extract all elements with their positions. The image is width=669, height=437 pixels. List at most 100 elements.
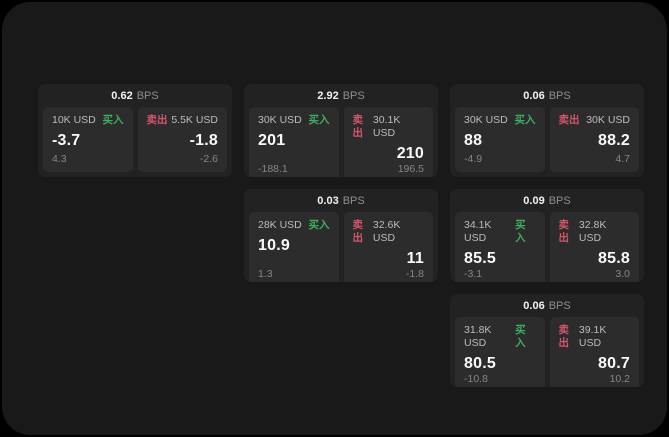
quote-panels: 30K USD 买入 201 -188.1 卖出 30.1K USD 210 1…	[244, 107, 438, 177]
quote-panels: 34.1K USD 买入 85.5 -3.1 卖出 32.8K USD 85.8…	[450, 212, 644, 282]
sell-price: 210	[396, 145, 424, 162]
buy-price: -3.7	[52, 132, 81, 149]
sell-tag: 卖出	[146, 114, 168, 126]
buy-panel-top: 30K USD 买入	[258, 114, 330, 127]
sell-price: 88.2	[598, 132, 630, 149]
buy-panel-top: 34.1K USD 买入	[464, 219, 536, 245]
bps-value: 0.09	[523, 194, 545, 207]
sell-amount: 39.1K USD	[578, 324, 607, 349]
sell-amount: 32.8K USD	[578, 219, 607, 244]
sell-panel-top: 卖出 30K USD	[559, 114, 631, 127]
buy-panel-top: 10K USD 买入	[52, 114, 124, 127]
sell-tag: 卖出	[558, 114, 580, 126]
buy-sub-value: -188.1	[258, 163, 288, 175]
quote-card: 2.92 BPS 30K USD 买入 201 -188.1 卖出 30.1K …	[244, 84, 438, 177]
card-header: 0.03 BPS	[244, 189, 438, 212]
buy-panel[interactable]: 10K USD 买入 -3.7 4.3	[43, 107, 133, 172]
buy-tag: 买入	[514, 114, 536, 126]
buy-tag: 买入	[308, 114, 330, 126]
sell-price: -1.8	[189, 132, 218, 149]
sell-panel-top: 卖出 30.1K USD	[353, 114, 425, 140]
buy-sub-value: -4.9	[464, 153, 483, 165]
sell-panel[interactable]: 卖出 39.1K USD 80.7 10.2	[549, 317, 639, 387]
quote-panels: 28K USD 买入 10.9 1.3 卖出 32.6K USD 11 -1.8	[244, 212, 438, 282]
sell-sub-value: -1.8	[405, 268, 424, 280]
sell-panel[interactable]: 卖出 30.1K USD 210 196.5	[343, 107, 433, 177]
buy-panel-top: 28K USD 买入	[258, 219, 330, 232]
buy-tag: 买入	[515, 219, 526, 244]
buy-tag: 买入	[308, 219, 330, 231]
quote-panels: 30K USD 买入 88 -4.9 卖出 30K USD 88.2 4.7	[450, 107, 644, 177]
buy-amount: 10K USD	[52, 114, 96, 126]
card-header: 0.09 BPS	[450, 189, 644, 212]
sell-amount: 30.1K USD	[372, 114, 401, 139]
sell-amount: 5.5K USD	[171, 114, 218, 126]
buy-panel[interactable]: 28K USD 买入 10.9 1.3	[249, 212, 339, 282]
buy-panel[interactable]: 30K USD 买入 201 -188.1	[249, 107, 339, 177]
quote-card: 0.62 BPS 10K USD 买入 -3.7 4.3 卖出 5.5K USD	[38, 84, 232, 177]
bps-unit-label: BPS	[548, 299, 571, 312]
sell-tag: 卖出	[558, 324, 570, 349]
buy-panel[interactable]: 31.8K USD 买入 80.5 -10.8	[455, 317, 545, 387]
quote-card: 0.06 BPS 31.8K USD 买入 80.5 -10.8 卖出 39.1…	[450, 294, 644, 387]
quote-panels: 31.8K USD 买入 80.5 -10.8 卖出 39.1K USD 80.…	[450, 317, 644, 387]
buy-sub-value: -10.8	[464, 373, 488, 385]
bps-unit-label: BPS	[342, 89, 365, 102]
sell-price: 11	[406, 250, 424, 267]
sell-panel[interactable]: 卖出 32.6K USD 11 -1.8	[343, 212, 433, 282]
sell-panel-top: 卖出 32.6K USD	[353, 219, 425, 245]
sell-price: 80.7	[598, 355, 630, 372]
sell-panel[interactable]: 卖出 5.5K USD -1.8 -2.6	[137, 107, 227, 172]
sell-sub-value: 196.5	[397, 163, 424, 175]
buy-amount: 30K USD	[464, 114, 508, 126]
bps-value: 0.06	[523, 299, 545, 312]
card-header: 0.62 BPS	[38, 84, 232, 107]
quote-card: 0.09 BPS 34.1K USD 买入 85.5 -3.1 卖出 32.8K…	[450, 189, 644, 282]
sell-sub-value: -2.6	[199, 153, 218, 165]
bps-value: 0.06	[523, 89, 545, 102]
buy-panel-top: 31.8K USD 买入	[464, 324, 536, 350]
buy-amount: 28K USD	[258, 219, 302, 231]
sell-panel-top: 卖出 39.1K USD	[559, 324, 631, 350]
buy-sub-value: 4.3	[52, 153, 67, 165]
bps-unit-label: BPS	[136, 89, 159, 102]
buy-panel[interactable]: 34.1K USD 买入 85.5 -3.1	[455, 212, 545, 282]
sell-amount: 32.6K USD	[372, 219, 401, 244]
sell-panel[interactable]: 卖出 30K USD 88.2 4.7	[549, 107, 639, 172]
buy-price: 80.5	[464, 355, 496, 372]
buy-sub-value: 1.3	[258, 268, 273, 280]
sell-amount: 30K USD	[586, 114, 630, 126]
sell-price: 85.8	[598, 250, 630, 267]
sell-panel-top: 卖出 5.5K USD	[147, 114, 219, 127]
sell-sub-value: 4.7	[615, 153, 630, 165]
buy-price: 10.9	[258, 237, 290, 254]
quote-panels: 10K USD 买入 -3.7 4.3 卖出 5.5K USD -1.8 -2.…	[38, 107, 232, 177]
sell-tag: 卖出	[352, 219, 364, 244]
bps-unit-label: BPS	[548, 194, 571, 207]
buy-panel-top: 30K USD 买入	[464, 114, 536, 127]
card-header: 0.06 BPS	[450, 294, 644, 317]
buy-amount: 30K USD	[258, 114, 302, 126]
quote-card: 0.06 BPS 30K USD 买入 88 -4.9 卖出 30K USD	[450, 84, 644, 177]
buy-price: 85.5	[464, 250, 496, 267]
sell-tag: 卖出	[352, 114, 364, 139]
bps-value: 0.62	[111, 89, 133, 102]
buy-panel[interactable]: 30K USD 买入 88 -4.9	[455, 107, 545, 172]
buy-price: 201	[258, 132, 286, 149]
buy-price: 88	[464, 132, 483, 149]
sell-tag: 卖出	[558, 219, 570, 244]
sell-panel[interactable]: 卖出 32.8K USD 85.8 3.0	[549, 212, 639, 282]
quote-card-grid: 0.62 BPS 10K USD 买入 -3.7 4.3 卖出 5.5K USD	[38, 84, 644, 387]
bps-unit-label: BPS	[342, 194, 365, 207]
buy-amount: 31.8K USD	[464, 324, 492, 349]
quote-card: 0.03 BPS 28K USD 买入 10.9 1.3 卖出 32.6K US…	[244, 189, 438, 282]
sell-sub-value: 10.2	[609, 373, 630, 385]
card-header: 0.06 BPS	[450, 84, 644, 107]
buy-amount: 34.1K USD	[464, 219, 492, 244]
sell-sub-value: 3.0	[615, 268, 630, 280]
bps-value: 0.03	[317, 194, 339, 207]
bps-value: 2.92	[317, 89, 339, 102]
buy-tag: 买入	[515, 324, 526, 349]
bps-unit-label: BPS	[548, 89, 571, 102]
